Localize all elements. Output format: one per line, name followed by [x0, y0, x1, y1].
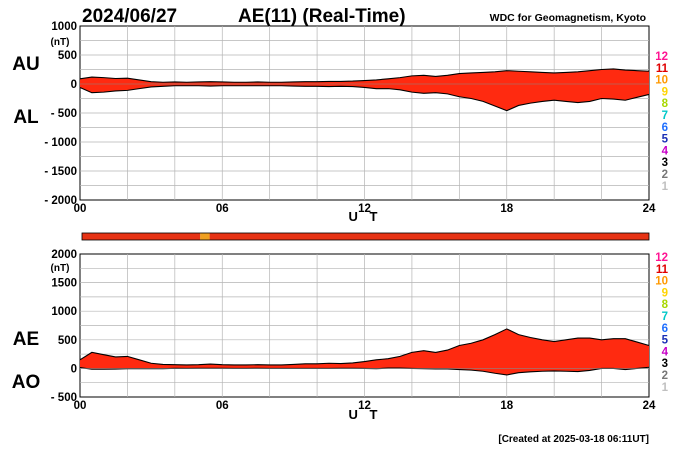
x-tick-label: 12 [358, 400, 371, 412]
y-tick-label: 500 [58, 335, 77, 347]
station-bar-segment [82, 233, 201, 240]
station-count-label: 3 [662, 358, 668, 370]
station-count-label: 2 [662, 370, 668, 382]
band-fill [80, 328, 649, 375]
station-bar-frame [81, 232, 650, 241]
x-tick-label: 00 [74, 400, 87, 412]
au-label: AU [12, 54, 39, 75]
y-tick-label: 0 [71, 363, 77, 375]
ae-ao-y-ticks: 2000 1500 1000 500 0 - 500 [51, 249, 77, 404]
index-title: AE(11) (Real-Time) [238, 6, 406, 27]
ae-ao-x-label: U T [349, 407, 382, 422]
y-tick-label: 0 [71, 79, 77, 91]
station-count-label: 9 [662, 86, 668, 98]
station-count-bar [81, 232, 650, 241]
x-tick-label: 18 [500, 400, 513, 412]
au-al-y-ticks: 1000 500 0 - 500 - 1000 - 1500 - 2000 [44, 21, 77, 207]
ao-label: AO [12, 372, 41, 393]
y-tick-label: 500 [58, 50, 77, 62]
au-al-unit-label: (nT) [51, 37, 70, 48]
created-note: [Created at 2025-03-18 06:11UT] [498, 434, 649, 445]
au-al-x-label: U T [349, 209, 382, 224]
station-count-label: 11 [656, 264, 669, 276]
source-label: WDC for Geomagnetism, Kyoto [490, 12, 646, 24]
station-bar-segment [200, 233, 210, 240]
x-tick-label: 18 [500, 203, 513, 215]
series-line-ae [79, 328, 650, 366]
au-al-area [79, 68, 650, 112]
station-count-label: 10 [655, 75, 668, 87]
station-count-label: 1 [662, 181, 669, 193]
station-count-label: 8 [662, 299, 669, 311]
station-bar-segment [209, 233, 649, 240]
date-title: 2024/06/27 [82, 6, 177, 27]
y-tick-label: - 500 [51, 392, 77, 404]
ae-label: AE [13, 329, 39, 350]
x-tick-label: 00 [74, 203, 87, 215]
station-count-label: 4 [662, 145, 669, 157]
station-count-label: 3 [662, 157, 668, 169]
station-count-label: 7 [662, 311, 668, 323]
station-count-label: 12 [655, 51, 668, 63]
x-tick-label: 06 [216, 203, 229, 215]
station-count-label: 1 [662, 382, 669, 394]
au-al-x-ticks: 00 06 12 18 24 [74, 203, 656, 215]
ae-ao-unit-label: (nT) [51, 263, 70, 274]
station-count-label: 2 [662, 169, 668, 181]
ae-ao-area [79, 328, 650, 376]
y-tick-label: 1500 [51, 278, 77, 290]
y-tick-label: 1000 [51, 21, 77, 33]
station-count-label: 10 [655, 276, 668, 288]
station-count-label: 8 [662, 98, 669, 110]
series-line-al [79, 85, 650, 112]
x-tick-label: 06 [216, 400, 229, 412]
station-count-label: 9 [662, 287, 668, 299]
al-label: AL [13, 107, 39, 128]
au-al-grid [80, 26, 649, 200]
y-tick-label: - 2000 [44, 195, 77, 207]
station-count-label: 5 [662, 335, 669, 347]
y-tick-label: 2000 [51, 249, 77, 261]
y-tick-label: 1000 [51, 306, 77, 318]
y-tick-label: - 500 [51, 108, 77, 120]
band-fill [80, 68, 649, 111]
station-count-label: 5 [662, 134, 669, 146]
y-tick-label: - 1000 [44, 137, 77, 149]
x-tick-label: 24 [643, 203, 656, 215]
y-tick-label: - 1500 [44, 166, 77, 178]
ae-ao-x-ticks: 00 06 12 18 24 [74, 400, 656, 412]
station-count-label: 7 [662, 110, 668, 122]
x-tick-label: 24 [643, 400, 656, 412]
station-count-label: 12 [655, 252, 668, 264]
station-count-label: 4 [662, 346, 669, 358]
station-count-label: 6 [662, 323, 668, 335]
ae-ao-grid [80, 254, 649, 397]
series-line-au [79, 68, 650, 83]
x-tick-label: 12 [358, 203, 371, 215]
station-count-label: 6 [662, 122, 668, 134]
station-count-label: 11 [656, 63, 669, 75]
